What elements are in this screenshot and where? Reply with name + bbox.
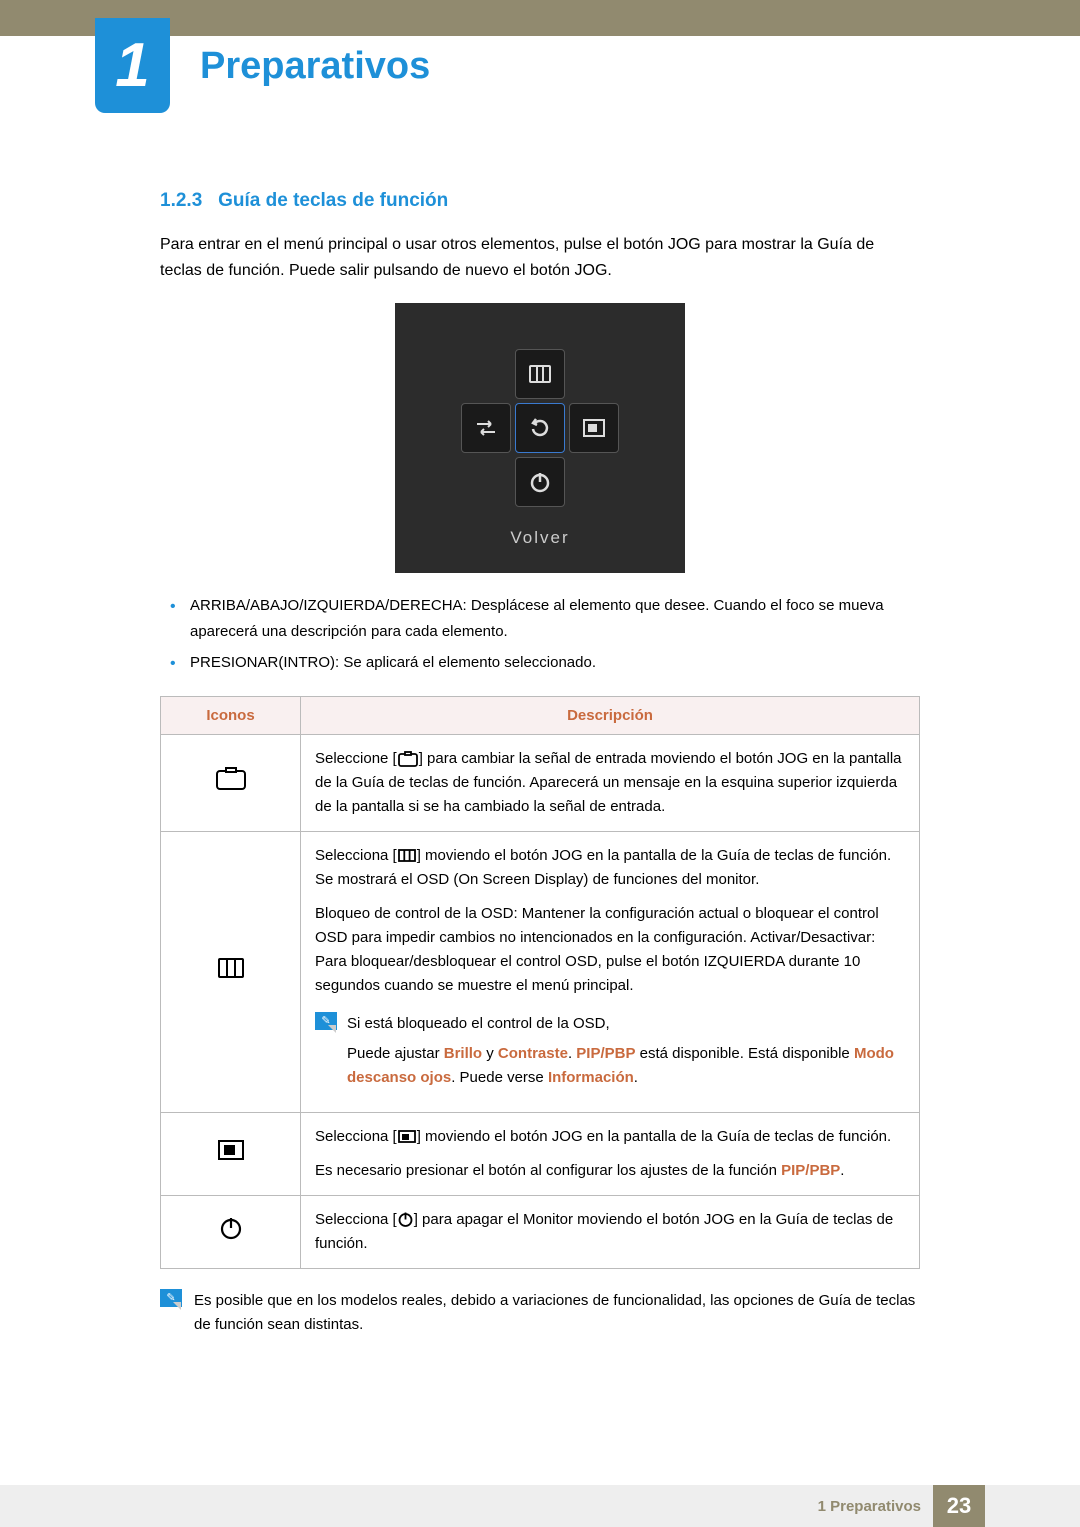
pip-icon [161, 1112, 301, 1195]
footer-page-number: 23 [933, 1485, 985, 1527]
table-header-icons: Iconos [161, 696, 301, 734]
note-icon: ✎ [160, 1289, 182, 1307]
osd-return-label: Volver [510, 528, 569, 548]
bullet-list: ARRIBA/ABAJO/IZQUIERDA/DERECHA: Despláce… [160, 593, 920, 676]
section-number: 1.2.3 [160, 190, 202, 211]
bullet-item: PRESIONAR(INTRO): Se aplicará el element… [160, 650, 920, 676]
osd-up-menu-icon [515, 349, 565, 399]
chapter-title: Preparativos [200, 45, 430, 88]
table-cell-desc: Selecciona [] moviendo el botón JOG en l… [301, 831, 920, 1112]
icon-description-table: Iconos Descripción Seleccione [] para ca… [160, 696, 920, 1269]
table-row: Selecciona [] moviendo el botón JOG en l… [161, 1112, 920, 1195]
power-icon [161, 1195, 301, 1268]
page-note: ✎ Es posible que en los modelos reales, … [160, 1289, 920, 1337]
note-box: ✎ Si está bloqueado el control de la OSD… [315, 1012, 905, 1090]
section-title: 1.2.3 Guía de teclas de función [160, 190, 920, 212]
osd-right-pip-icon [569, 403, 619, 453]
osd-down-power-icon [515, 457, 565, 507]
osd-panel: Volver [395, 303, 685, 573]
table-cell-desc: Seleccione [] para cambiar la señal de e… [301, 734, 920, 831]
osd-grid [461, 349, 619, 507]
table-cell-desc: Selecciona [] para apagar el Monitor mov… [301, 1195, 920, 1268]
table-row: Selecciona [] moviendo el botón JOG en l… [161, 831, 920, 1112]
osd-left-source-icon [461, 403, 511, 453]
chapter-number: 1 [115, 30, 149, 101]
table-header-desc: Descripción [301, 696, 920, 734]
content-area: 1.2.3 Guía de teclas de función Para ent… [160, 190, 920, 1337]
table-row: Selecciona [] para apagar el Monitor mov… [161, 1195, 920, 1268]
section-name: Guía de teclas de función [218, 190, 448, 211]
table-row: Seleccione [] para cambiar la señal de e… [161, 734, 920, 831]
chapter-badge: 1 [95, 18, 170, 113]
footer: 1 Preparativos 23 [0, 1485, 1080, 1527]
footer-chapter-label: 1 Preparativos [818, 1498, 933, 1515]
page-note-text: Es posible que en los modelos reales, de… [194, 1289, 920, 1337]
source-icon [161, 734, 301, 831]
osd-center-return-icon [515, 403, 565, 453]
note-icon: ✎ [315, 1012, 337, 1030]
intro-paragraph: Para entrar en el menú principal o usar … [160, 232, 920, 283]
menu-icon [161, 831, 301, 1112]
table-cell-desc: Selecciona [] moviendo el botón JOG en l… [301, 1112, 920, 1195]
bullet-item: ARRIBA/ABAJO/IZQUIERDA/DERECHA: Despláce… [160, 593, 920, 644]
